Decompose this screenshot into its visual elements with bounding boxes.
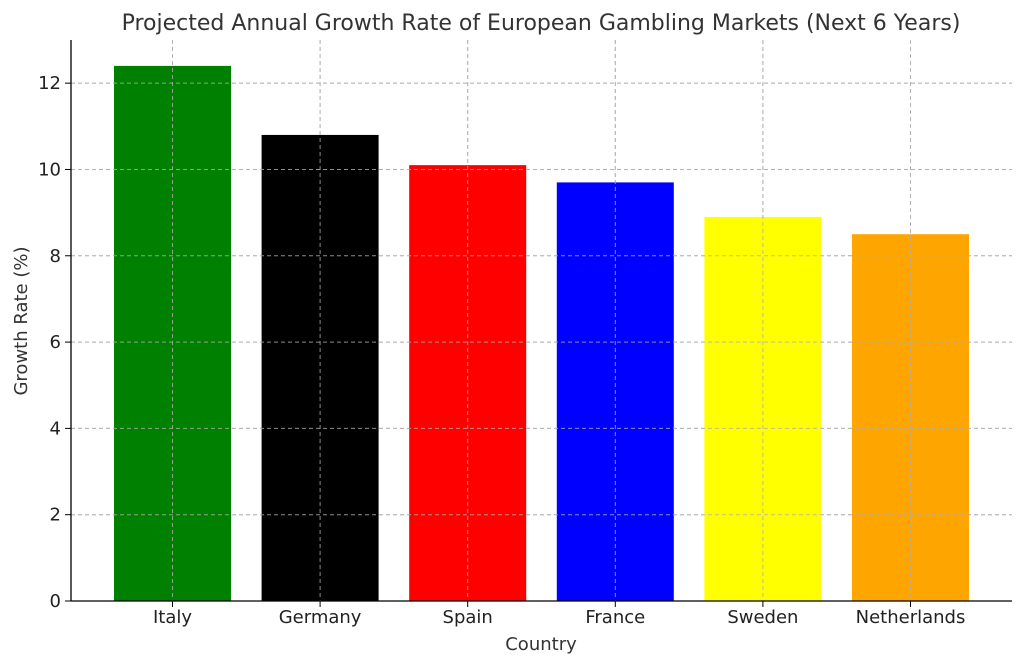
y-tick-label: 4 <box>50 418 61 439</box>
y-tick-label: 6 <box>50 332 61 353</box>
x-tick-label: Italy <box>153 607 192 628</box>
x-tick-label: Spain <box>443 607 493 628</box>
chart-title: Projected Annual Growth Rate of European… <box>122 11 961 36</box>
y-tick-label: 8 <box>50 246 61 267</box>
x-tick-label: Sweden <box>727 607 798 628</box>
y-axis-label: Growth Rate (%) <box>11 246 32 395</box>
x-axis-label: Country <box>505 634 577 655</box>
x-tick-label: Netherlands <box>856 607 966 628</box>
x-tick-label: Germany <box>279 607 362 628</box>
x-tick-label: France <box>585 607 645 628</box>
y-tick-label: 10 <box>38 159 61 180</box>
y-tick-label: 12 <box>38 73 61 94</box>
y-tick-label: 2 <box>50 505 61 526</box>
y-tick-label: 0 <box>50 591 61 612</box>
axes: 0 2 4 6 8 10 12 Italy Germany Spain France Sweden Ne… <box>38 40 1012 628</box>
bars <box>71 40 1012 602</box>
